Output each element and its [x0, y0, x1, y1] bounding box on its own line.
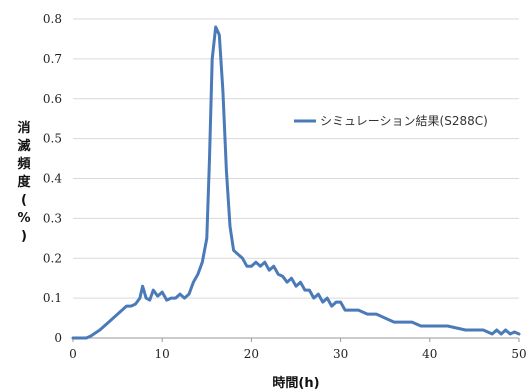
legend: シミュレーション結果(S288C) — [294, 114, 488, 128]
y-tick-label: 0 — [54, 331, 62, 345]
y-tick-label: 0.8 — [43, 12, 62, 26]
x-tick-label: 0 — [69, 347, 77, 361]
y-tick-label: 0.6 — [43, 92, 62, 106]
y-tick-label: 0.4 — [43, 172, 62, 186]
y-axis-title: 消滅頻度(%) — [17, 120, 31, 244]
x-axis-title: 時間(h) — [272, 375, 319, 391]
x-tick-label: 40 — [422, 347, 437, 361]
legend-label: シミュレーション結果(S288C) — [320, 114, 488, 128]
series-line — [71, 25, 521, 340]
x-axis-ticks: 0 10 20 30 40 50 — [69, 338, 527, 361]
y-tick-label: 0.7 — [43, 52, 62, 66]
y-tick-label: 0.1 — [43, 291, 62, 305]
y-tick-label: 0.2 — [43, 251, 62, 265]
x-tick-label: 30 — [333, 347, 348, 361]
y-tick-label: 0.3 — [43, 211, 62, 225]
y-axis-ticks: 0 0.1 0.2 0.3 0.4 0.5 0.6 0.7 0.8 — [43, 12, 62, 345]
gridlines — [73, 18, 519, 299]
series-group — [71, 25, 521, 340]
x-tick-label: 50 — [511, 347, 526, 361]
y-tick-label: 0.5 — [43, 132, 62, 146]
x-tick-label: 10 — [155, 347, 170, 361]
x-tick-label: 20 — [244, 347, 259, 361]
